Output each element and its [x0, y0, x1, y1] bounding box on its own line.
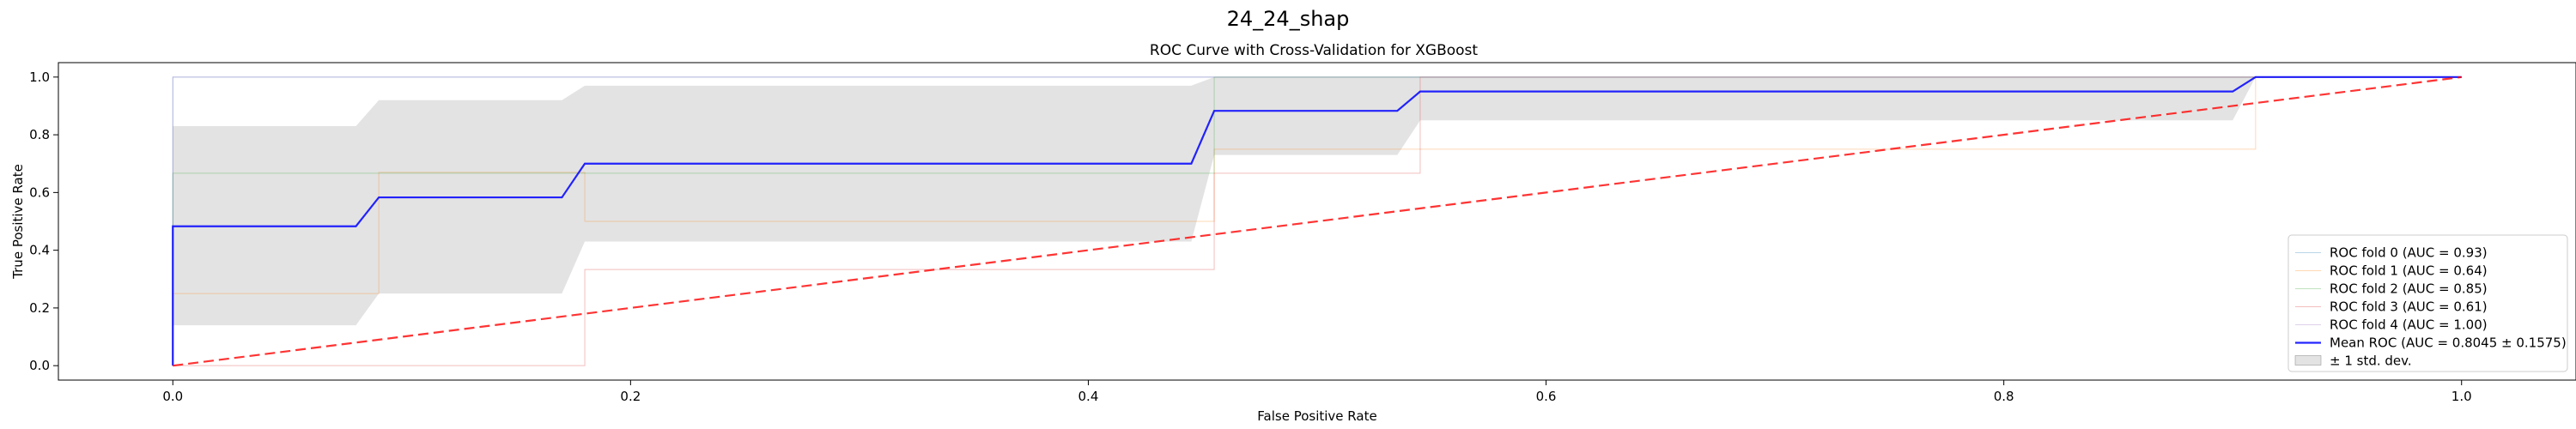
legend-entry-label: ROC fold 1 (AUC = 0.64) [2330, 263, 2488, 279]
x-tick-label: 0.8 [1994, 389, 2014, 404]
figure-suptitle: 24_24_shap [1227, 7, 1350, 31]
y-axis-label: True Positive Rate [10, 164, 26, 280]
plot-area [58, 62, 2576, 381]
y-tick-label: 0.0 [29, 358, 50, 373]
std-dev-band [173, 76, 2462, 326]
roc-series-2 [172, 76, 2462, 366]
roc-series-3 [173, 76, 2462, 366]
axes-frame [58, 62, 2576, 381]
legend-entry-label: ROC fold 3 (AUC = 0.61) [2330, 299, 2488, 315]
legend: ROC fold 0 (AUC = 0.93) ROC fold 1 (AUC =… [2287, 234, 2568, 372]
y-tick-label: 0.2 [29, 300, 50, 316]
roc-series-5 [172, 76, 2462, 366]
y-tick-label: 0.4 [29, 243, 50, 258]
chart-title: ROC Curve with Cross-Validation for XGBo… [1150, 42, 1479, 59]
legend-entry-label: ROC fold 0 (AUC = 0.93) [2330, 245, 2488, 261]
series-layer [172, 76, 2462, 367]
legend-entry-label: ROC fold 2 (AUC = 0.85) [2330, 281, 2488, 297]
roc-series-1 [172, 76, 2462, 366]
legend-box [2287, 234, 2568, 372]
y-tick-label: 0.8 [29, 127, 50, 142]
x-tick-label: 0.4 [1078, 389, 1099, 404]
legend-entry-label: Mean ROC (AUC = 0.8045 ± 0.1575) [2330, 335, 2567, 351]
chance-diagonal-line [173, 76, 2462, 367]
x-axis-label: False Positive Rate [1257, 408, 1376, 424]
x-tick-label: 0.2 [620, 389, 641, 404]
legend-patch-swatch [2294, 355, 2322, 366]
std-band-layer [173, 76, 2462, 326]
x-tick-label: 0.0 [162, 389, 183, 404]
roc-series-0 [172, 76, 2462, 366]
y-tick-label: 1.0 [29, 69, 50, 85]
x-tick-label: 0.6 [1536, 389, 1557, 404]
x-ticks: 0.0 0.2 0.4 0.6 0.8 1.0 [162, 380, 2472, 404]
legend-entry-label: ROC fold 4 (AUC = 1.00) [2330, 317, 2488, 333]
y-tick-label: 0.6 [29, 184, 50, 200]
legend-entry-label: ± 1 std. dev. [2330, 353, 2412, 369]
x-tick-label: 1.0 [2451, 389, 2472, 404]
y-ticks: 0.0 0.2 0.4 0.6 0.8 1.0 [29, 69, 58, 373]
